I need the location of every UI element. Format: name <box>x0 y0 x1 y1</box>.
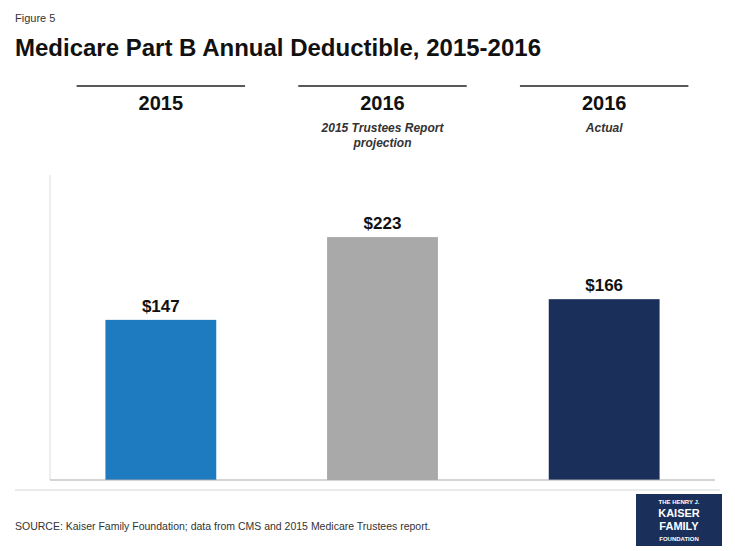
category-label: 2016 <box>582 92 627 114</box>
bar <box>549 299 660 480</box>
y-axis-line <box>50 175 51 480</box>
data-label: $147 <box>142 297 180 316</box>
sublabel-line: Actual <box>585 121 623 135</box>
bar <box>327 237 438 480</box>
figure-label: Figure 5 <box>15 12 55 24</box>
category-label: 2016 <box>360 92 405 114</box>
background <box>0 0 735 551</box>
header-rule <box>520 85 688 87</box>
sublabel-line: 2015 Trustees Report <box>321 121 445 135</box>
data-label: $223 <box>364 214 402 233</box>
chart-svg: Figure 5 Medicare Part B Annual Deductibl… <box>0 0 735 551</box>
source: SOURCE: Kaiser Family Foundation; data f… <box>15 520 431 532</box>
labels: $147 2015 $223 2016 2015 Trustees Reportproj… <box>139 92 627 316</box>
data-label: $166 <box>585 276 623 295</box>
logo-text: KAISER <box>658 507 700 519</box>
title: Medicare Part B Annual Deductible, 2015-… <box>15 34 541 61</box>
category-sublabel: 2015 Trustees Reportprojection <box>321 121 445 150</box>
logo-text: FAMILY <box>659 520 699 532</box>
sublabel-line: projection <box>352 136 411 150</box>
logo-box <box>636 494 722 546</box>
x-axis-line <box>50 480 715 481</box>
header-rule <box>298 85 466 87</box>
category-label: 2015 <box>139 92 184 114</box>
bar <box>105 320 216 480</box>
category-sublabel: Actual <box>585 121 623 135</box>
header-rule <box>77 85 245 87</box>
logo-text: THE HENRY J. <box>658 499 699 505</box>
bars <box>105 237 659 480</box>
logo-text: FOUNDATION <box>659 536 699 542</box>
separator <box>15 490 720 491</box>
